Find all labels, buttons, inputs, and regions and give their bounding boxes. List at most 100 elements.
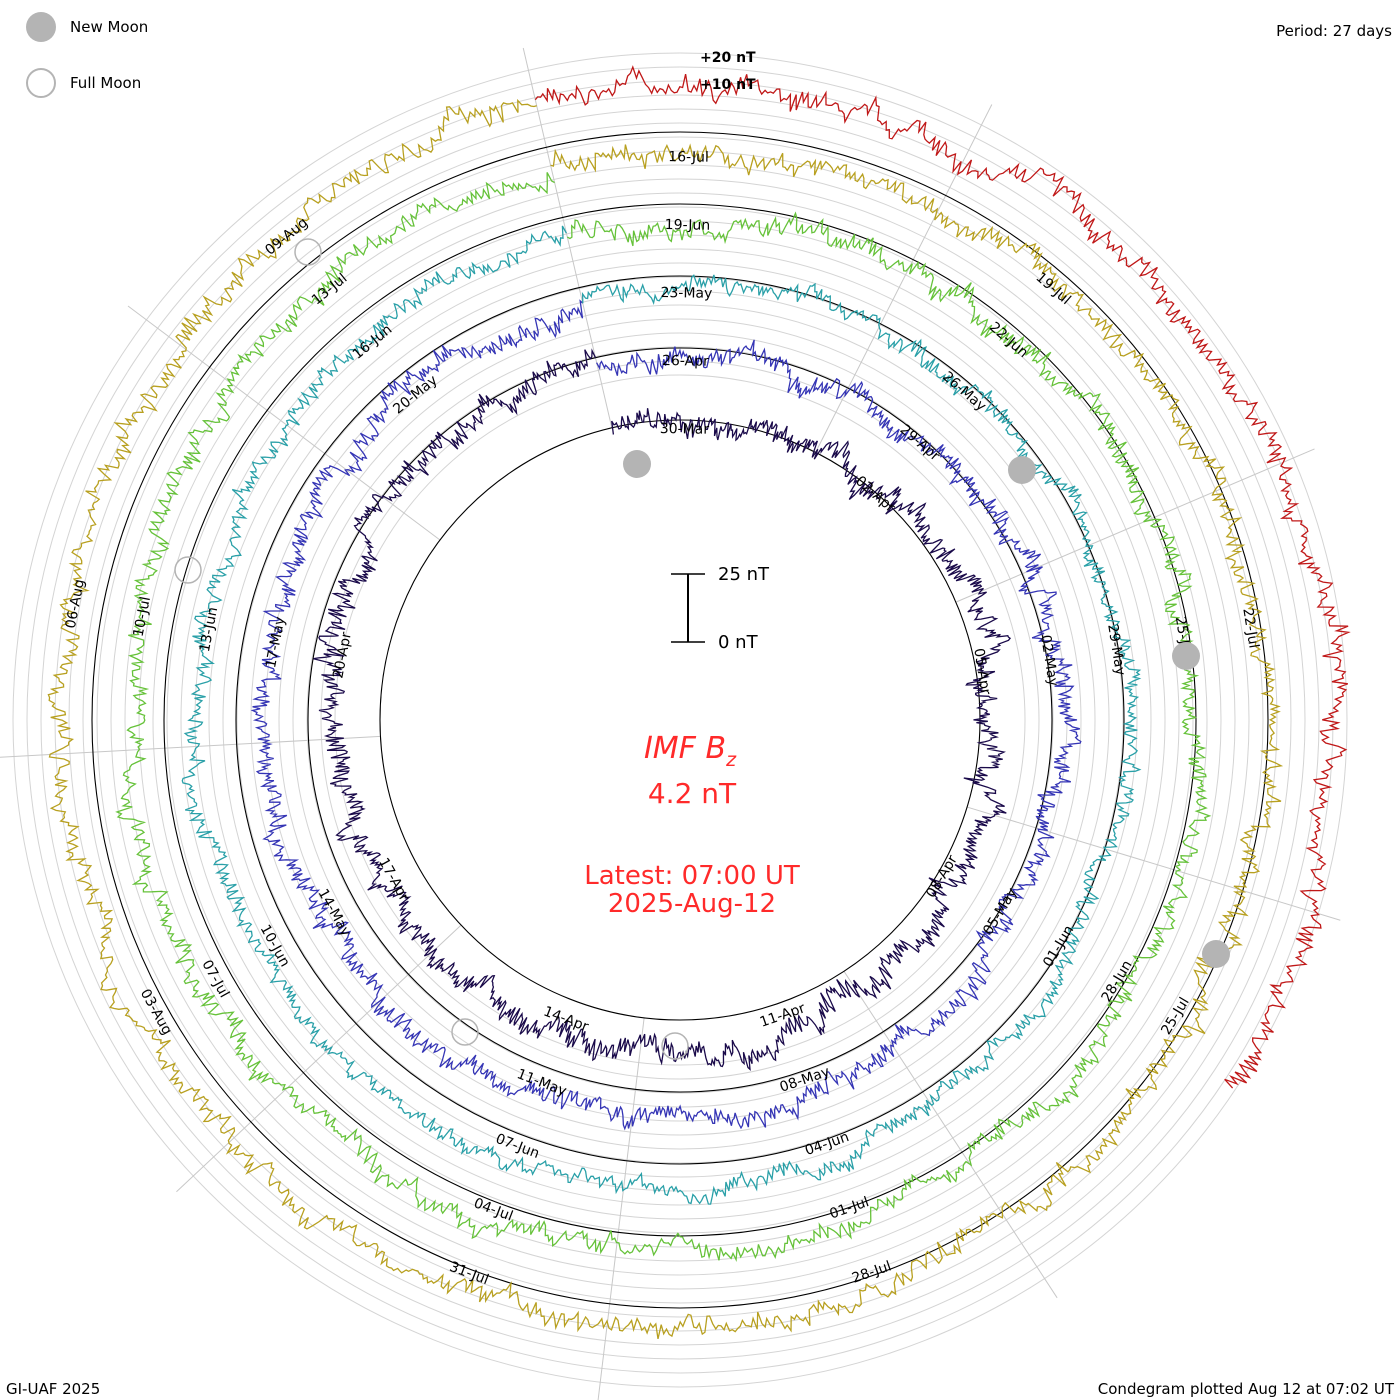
date-label: 04-Jun [803, 1129, 851, 1159]
center-latest: Latest: 07:00 UT [584, 861, 800, 891]
grid-ring [82, 122, 1278, 1318]
grid-ring [264, 304, 1096, 1136]
grid-ring [236, 276, 1124, 1164]
date-label: 28-Jul [850, 1258, 894, 1286]
series-line-cycle-5 [47, 98, 1284, 1340]
date-label: 11-May [515, 1066, 569, 1099]
series-line-cycle-1 [313, 348, 1012, 1072]
full-moon-icon [26, 68, 56, 98]
full-moon-label: Full Moon [70, 74, 142, 92]
scale-top-label: 25 nT [718, 564, 770, 585]
new-moon-marker [1008, 456, 1036, 484]
new-moon-label: New Moon [70, 18, 149, 36]
date-label: 28-Jun [1099, 958, 1136, 1005]
date-label: 16-Jul [668, 149, 709, 166]
date-label: 02-Apr [852, 473, 898, 516]
ring-scale-label-10: +10 nT [700, 77, 756, 93]
grid-spoke [176, 924, 462, 1193]
ring-scale-label-20: +20 nT [700, 50, 756, 66]
credit-label: GI-UAF 2025 [6, 1380, 101, 1398]
grid-spoke [955, 448, 1315, 603]
period-label: Period: 27 days [1276, 22, 1392, 40]
date-label: 20-May [390, 372, 440, 417]
grid-ring [292, 332, 1068, 1108]
series-line-cycle-6 [534, 65, 1351, 1089]
grid-spoke [966, 806, 1341, 921]
date-label: 04-Jul [471, 1195, 515, 1224]
date-labels: 30-Mar02-Apr05-Apr08-Apr11-Apr14-Apr17-A… [63, 149, 1262, 1288]
date-label: 07-Jul [198, 957, 232, 1000]
date-label: 30-Mar [660, 421, 710, 438]
new-moon-marker [623, 450, 651, 478]
scale-bottom-label: 0 nT [718, 632, 759, 653]
grid-ring [152, 192, 1208, 1248]
full-moon-marker [451, 1018, 479, 1046]
grid-ring [334, 374, 1026, 1066]
grid-rings [12, 52, 1348, 1388]
date-label: 05-Apr [970, 647, 993, 696]
date-label: 08-May [778, 1064, 832, 1096]
center-date: 2025-Aug-12 [608, 889, 776, 919]
baseline-circle [235, 275, 1125, 1165]
center-value: 4.2 nT [648, 777, 737, 810]
grid-ring [306, 346, 1054, 1094]
series-line-cycle-4 [115, 172, 1212, 1263]
grid-ring [110, 150, 1250, 1290]
series-lines [47, 65, 1351, 1340]
grid-ring [250, 290, 1110, 1150]
legend-full-moon: Full Moon [26, 68, 141, 98]
full-moon-marker [174, 556, 202, 584]
grid-ring [40, 80, 1320, 1360]
date-label: 10-Jul [131, 595, 154, 638]
baseline-circle [307, 347, 1053, 1093]
baseline-circle [91, 131, 1269, 1309]
grid-ring [96, 136, 1264, 1304]
grid-ring [222, 262, 1138, 1178]
date-label: 22-Jul [1239, 607, 1261, 650]
grid-spoke [0, 735, 381, 758]
scale-bar: 25 nT 0 nT [671, 564, 770, 653]
date-label: 16-Jun [350, 322, 395, 363]
grid-ring [278, 318, 1082, 1122]
date-label: 29-May [1104, 623, 1128, 677]
date-label: 13-Jul [309, 270, 351, 308]
grid-ring [208, 248, 1152, 1192]
date-label: 06-Aug [63, 578, 88, 630]
date-label: 17-May [263, 616, 289, 670]
date-label: 08-Apr [923, 852, 961, 901]
center-title-main: IMF B [644, 731, 726, 766]
grid-ring [194, 234, 1166, 1206]
grid-spoke [843, 970, 1058, 1299]
full-moon-marker [294, 238, 322, 266]
grid-ring [124, 164, 1236, 1276]
date-label: 19-Jun [665, 217, 711, 234]
date-label: 26-Apr [662, 353, 709, 370]
grid-spoke [597, 1017, 645, 1400]
series-line-cycle-2 [250, 299, 1082, 1131]
date-label: 23-May [660, 285, 712, 302]
date-label: 07-Jun [493, 1131, 541, 1162]
date-label: 19-Jul [1033, 269, 1074, 308]
grid-ring [180, 220, 1180, 1220]
new-moon-icon [26, 12, 56, 42]
grid-ring [12, 52, 1348, 1388]
new-moon-marker [1202, 940, 1230, 968]
date-label: 29-Apr [897, 422, 943, 465]
date-label: 05-May [980, 885, 1020, 938]
date-label: 20-Apr [330, 631, 355, 680]
date-label: 01-Jul [828, 1194, 872, 1222]
legend-new-moon: New Moon [26, 12, 148, 42]
full-moon-marker [661, 1032, 689, 1060]
grid-ring [138, 178, 1222, 1262]
grid-ring [320, 360, 1040, 1080]
center-title-sub: z [725, 749, 737, 771]
series-line-cycle-3 [181, 225, 1142, 1205]
moon-markers [174, 238, 1230, 1060]
grid-spoke [127, 305, 441, 541]
grid-ring [26, 66, 1334, 1374]
grid-ring [166, 206, 1194, 1234]
grid-ring [54, 94, 1306, 1346]
grid-ring [68, 108, 1292, 1332]
new-moon-marker [1172, 642, 1200, 670]
